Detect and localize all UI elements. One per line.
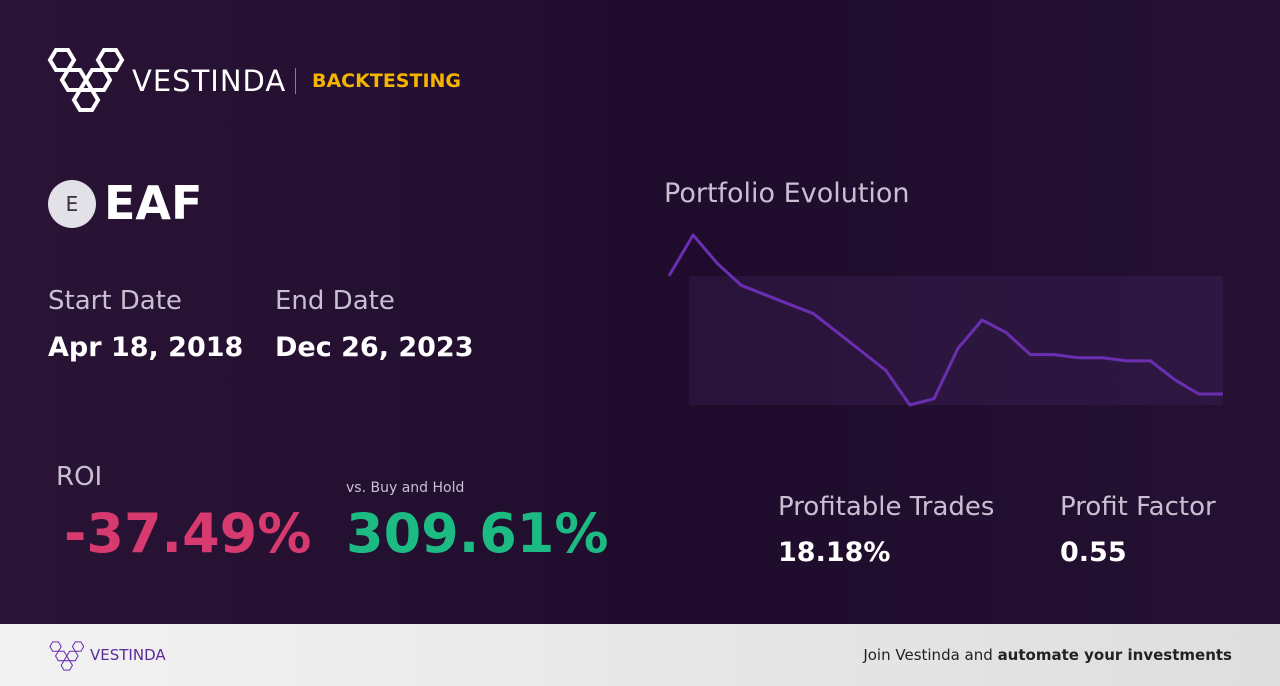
- divider: [295, 68, 296, 94]
- footer-brand: VESTINDA: [90, 646, 166, 664]
- buy-hold-label: vs. Buy and Hold: [346, 480, 465, 496]
- factor: 0.55: [1060, 537, 1127, 568]
- roi-label: ROI: [56, 462, 103, 492]
- buy-hold: 309.61%: [346, 502, 609, 565]
- baseline-band: [689, 275, 1223, 405]
- cta-bold: automate your investments: [997, 646, 1232, 664]
- symbol: EAF: [104, 176, 203, 230]
- cta-plain: Join Vestinda and: [863, 646, 993, 664]
- logo: [47, 48, 125, 112]
- portfolio-line: [667, 233, 1223, 407]
- roi: -37.49%: [64, 502, 312, 565]
- footer-logo: [49, 641, 85, 671]
- end-label: End Date: [275, 286, 395, 316]
- cta: Join Vestinda and automate your investme…: [863, 646, 1232, 664]
- chart: [667, 233, 1223, 407]
- factor-label: Profit Factor: [1060, 492, 1216, 522]
- brand: VESTINDA: [132, 64, 287, 98]
- start-label: Start Date: [48, 286, 182, 316]
- section: BACKTESTING: [312, 70, 462, 92]
- end-date: Dec 26, 2023: [275, 332, 474, 363]
- footer: VESTINDA Join Vestinda and automate your…: [0, 624, 1280, 686]
- chart-title: Portfolio Evolution: [664, 178, 910, 209]
- asset-icon: E: [48, 180, 96, 228]
- profitable-label: Profitable Trades: [778, 492, 995, 522]
- start-date: Apr 18, 2018: [48, 332, 244, 363]
- profitable: 18.18%: [778, 537, 891, 568]
